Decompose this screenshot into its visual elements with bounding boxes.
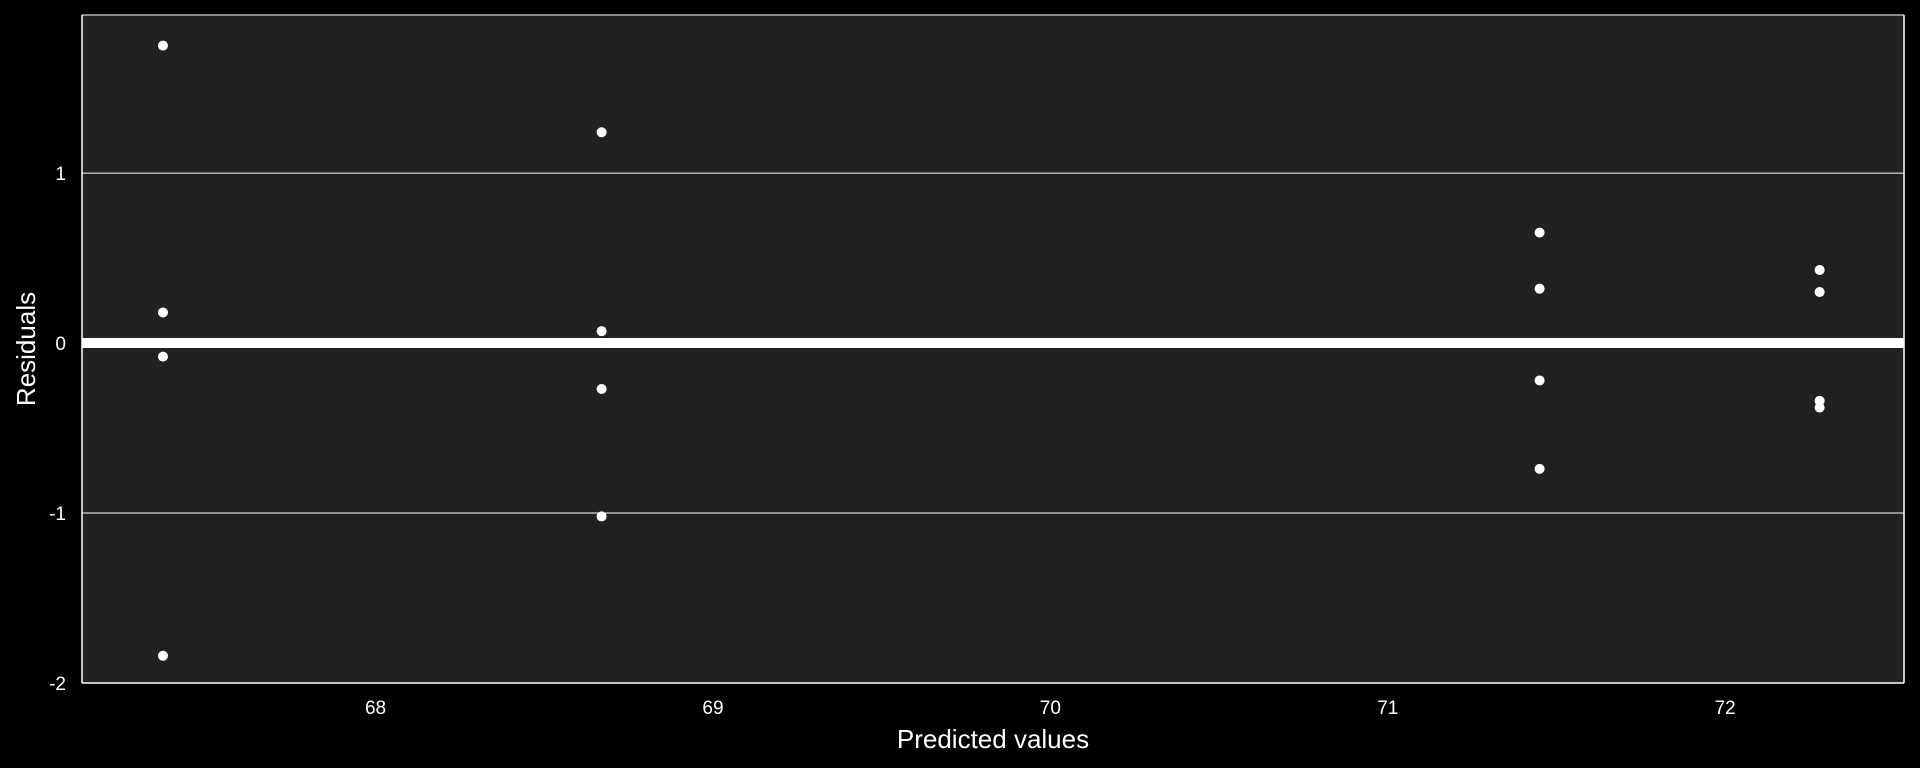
data-point — [596, 511, 607, 522]
y-tick-label: 1 — [55, 164, 66, 185]
x-tick-labels: 68 69 70 71 72 — [365, 698, 1736, 719]
data-point — [1534, 463, 1545, 474]
data-point — [157, 351, 168, 362]
data-point — [1534, 375, 1545, 386]
y-tick-label: 0 — [55, 334, 66, 355]
axes — [81, 14, 1905, 684]
y-tick-labels: -2 -1 0 1 — [49, 164, 66, 695]
y-axis-title: Residuals — [11, 292, 41, 406]
data-point — [1814, 264, 1825, 275]
data-point — [157, 650, 168, 661]
x-tick-label: 69 — [702, 698, 723, 719]
plot-panel — [82, 15, 1904, 683]
data-point — [596, 383, 607, 394]
data-point — [157, 307, 168, 318]
data-point — [596, 127, 607, 138]
data-point — [1814, 287, 1825, 298]
data-point — [1814, 402, 1825, 413]
x-tick-label: 68 — [365, 698, 386, 719]
x-tick-label: 72 — [1715, 698, 1736, 719]
data-points — [157, 40, 1825, 661]
x-tick-label: 71 — [1377, 698, 1398, 719]
x-tick-label: 70 — [1040, 698, 1061, 719]
x-axis-title: Predicted values — [897, 724, 1089, 754]
data-point — [157, 40, 168, 51]
y-tick-label: -1 — [49, 504, 66, 525]
data-point — [1534, 227, 1545, 238]
y-tick-label: -2 — [49, 674, 66, 695]
data-point — [1534, 283, 1545, 294]
data-point — [596, 326, 607, 337]
